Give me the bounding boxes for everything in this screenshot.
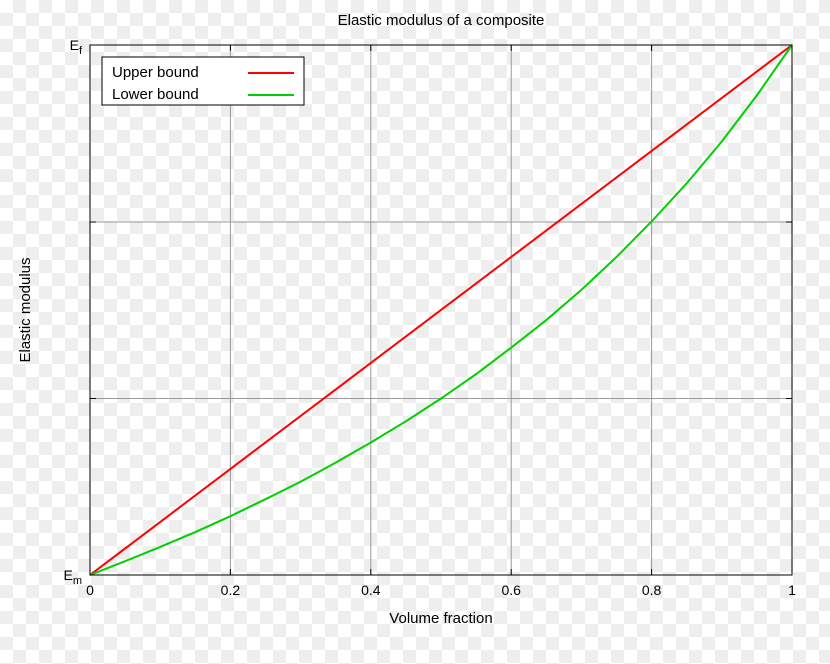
xtick-label: 0.2	[221, 582, 241, 598]
chart-title: Elastic modulus of a composite	[338, 12, 545, 29]
xtick-label: 0.4	[361, 582, 381, 598]
ytick-label: Em	[63, 567, 82, 587]
xtick-label: 0.8	[642, 582, 662, 598]
xtick-label: 1	[788, 582, 796, 598]
xtick-label: 0	[86, 582, 94, 598]
ytick-label: Ef	[70, 37, 83, 57]
y-axis-label: Elastic modulus	[17, 257, 34, 362]
legend-label-0: Upper bound	[112, 64, 199, 81]
x-axis-label: Volume fraction	[389, 610, 492, 627]
series-0	[90, 45, 792, 575]
xtick-label: 0.6	[501, 582, 521, 598]
legend-label-1: Lower bound	[112, 86, 199, 103]
